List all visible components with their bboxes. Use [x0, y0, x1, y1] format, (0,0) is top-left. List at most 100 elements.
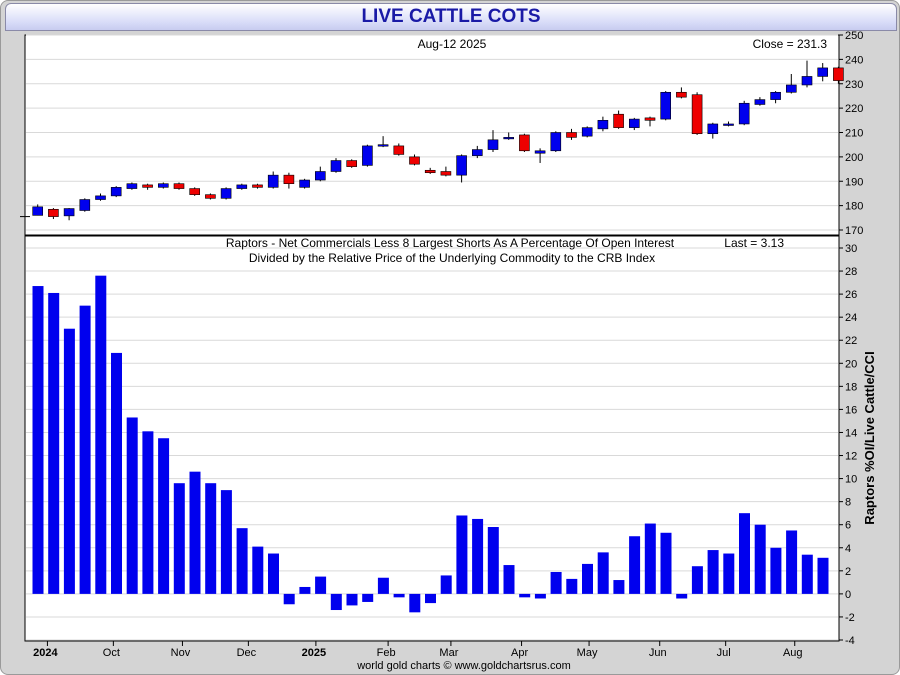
raptors-tick-label: 10: [845, 474, 857, 486]
candle-body: [283, 174, 295, 184]
x-tick-label: Mar: [439, 647, 458, 659]
raptors-tick-label: -2: [845, 612, 855, 624]
price-close-label: Close = 231.3: [753, 37, 828, 51]
raptors-bar: [534, 593, 546, 599]
candle-body: [158, 183, 169, 188]
candle-body: [691, 94, 703, 135]
raptors-tick-label: 14: [845, 427, 857, 439]
candle-body: [597, 120, 609, 130]
candle-body: [456, 155, 467, 176]
raptors-tick-label: 26: [845, 289, 857, 301]
candle-body: [393, 145, 405, 155]
price-candle: [519, 133, 530, 152]
price-tick-label: 210: [845, 128, 863, 140]
raptors-bar: [817, 557, 829, 594]
price-tick-label: 190: [845, 176, 863, 188]
raptors-bar: [158, 438, 170, 594]
raptors-bar: [519, 593, 531, 598]
raptors-bar: [613, 580, 625, 594]
price-candle: [471, 145, 483, 159]
raptors-bar: [362, 593, 374, 602]
price-candle: [409, 154, 420, 166]
raptors-bar: [644, 523, 656, 594]
price-candle: [503, 132, 515, 140]
x-tick-label: Jun: [649, 647, 667, 659]
candle-body: [676, 91, 687, 98]
candle-body: [566, 132, 577, 138]
candle-body: [189, 188, 200, 195]
raptors-bar: [691, 566, 703, 594]
candle-body: [95, 195, 106, 200]
raptors-bar: [268, 553, 279, 594]
x-tick-label: May: [577, 647, 598, 659]
raptors-bar: [723, 553, 735, 594]
raptors-bar: [236, 528, 248, 594]
raptors-bar: [48, 292, 60, 594]
candle-body: [377, 144, 389, 147]
raptors-tick-label: 4: [845, 543, 851, 555]
candle-body: [487, 139, 499, 150]
raptors-bar: [252, 546, 264, 594]
chart-title: LIVE CATTLE COTS: [361, 6, 541, 27]
raptors-bar: [205, 483, 217, 594]
candle-body: [79, 199, 91, 211]
raptors-tick-label: 2: [845, 566, 851, 578]
price-candle: [817, 63, 829, 82]
candle-body: [660, 91, 672, 120]
price-panel: [24, 34, 840, 236]
price-candle: [534, 148, 546, 163]
price-candle: [770, 91, 781, 104]
price-tick-label: 180: [845, 201, 863, 213]
raptors-bar: [220, 490, 232, 594]
candle-body: [220, 188, 232, 199]
raptors-tick-label: 6: [845, 520, 851, 532]
x-tick-label: Oct: [103, 647, 120, 659]
price-candle: [299, 178, 310, 189]
raptors-bar: [79, 305, 91, 594]
price-candle: [456, 154, 467, 183]
price-tick-label: 250: [845, 30, 863, 42]
candle-body: [440, 171, 452, 176]
candle-body: [32, 206, 44, 216]
price-candle: [676, 87, 687, 99]
price-tick-label: 240: [845, 54, 863, 66]
price-candle: [660, 91, 672, 121]
price-tick-label: 230: [845, 79, 863, 91]
candle-body: [471, 149, 483, 156]
candle-body: [409, 156, 420, 165]
raptors-bar: [299, 586, 311, 594]
price-candle: [801, 60, 813, 88]
candle-body: [644, 117, 656, 121]
x-axis: 2024 Oct Nov Dec 2025 Feb Mar Apr May Jun Jul Aug: [33, 641, 803, 659]
raptors-bar: [283, 593, 295, 605]
candle-body: [723, 123, 734, 126]
candle-body: [63, 208, 75, 217]
raptors-bar: [676, 593, 688, 599]
price-tick-label: 200: [845, 152, 863, 164]
price-candle: [440, 166, 452, 177]
candle-body: [126, 183, 138, 189]
raptors-last-label: Last = 3.13: [724, 236, 784, 250]
raptors-bar: [32, 286, 44, 594]
candle-body: [519, 134, 530, 152]
title-bar: LIVE CATTLE COTS: [5, 3, 897, 31]
candle-body: [785, 84, 797, 93]
raptors-tick-label: 18: [845, 381, 857, 393]
price-candle: [142, 183, 153, 190]
candle-body: [628, 118, 640, 128]
price-date-label: Aug-12 2025: [418, 37, 487, 51]
x-tick-label: Apr: [511, 647, 528, 659]
raptors-bar: [346, 593, 358, 606]
price-candle: [110, 186, 122, 198]
raptors-bar: [770, 547, 782, 594]
raptors-bar: [550, 571, 562, 594]
raptors-bar: [393, 593, 405, 598]
raptors-bar: [142, 431, 154, 594]
price-candle: [126, 182, 138, 190]
x-tick-label: Nov: [171, 647, 191, 659]
price-candle: [707, 122, 719, 139]
candle-body: [362, 145, 373, 166]
candle-body: [424, 169, 436, 174]
price-candle: [48, 208, 59, 220]
price-candle: [220, 187, 232, 200]
